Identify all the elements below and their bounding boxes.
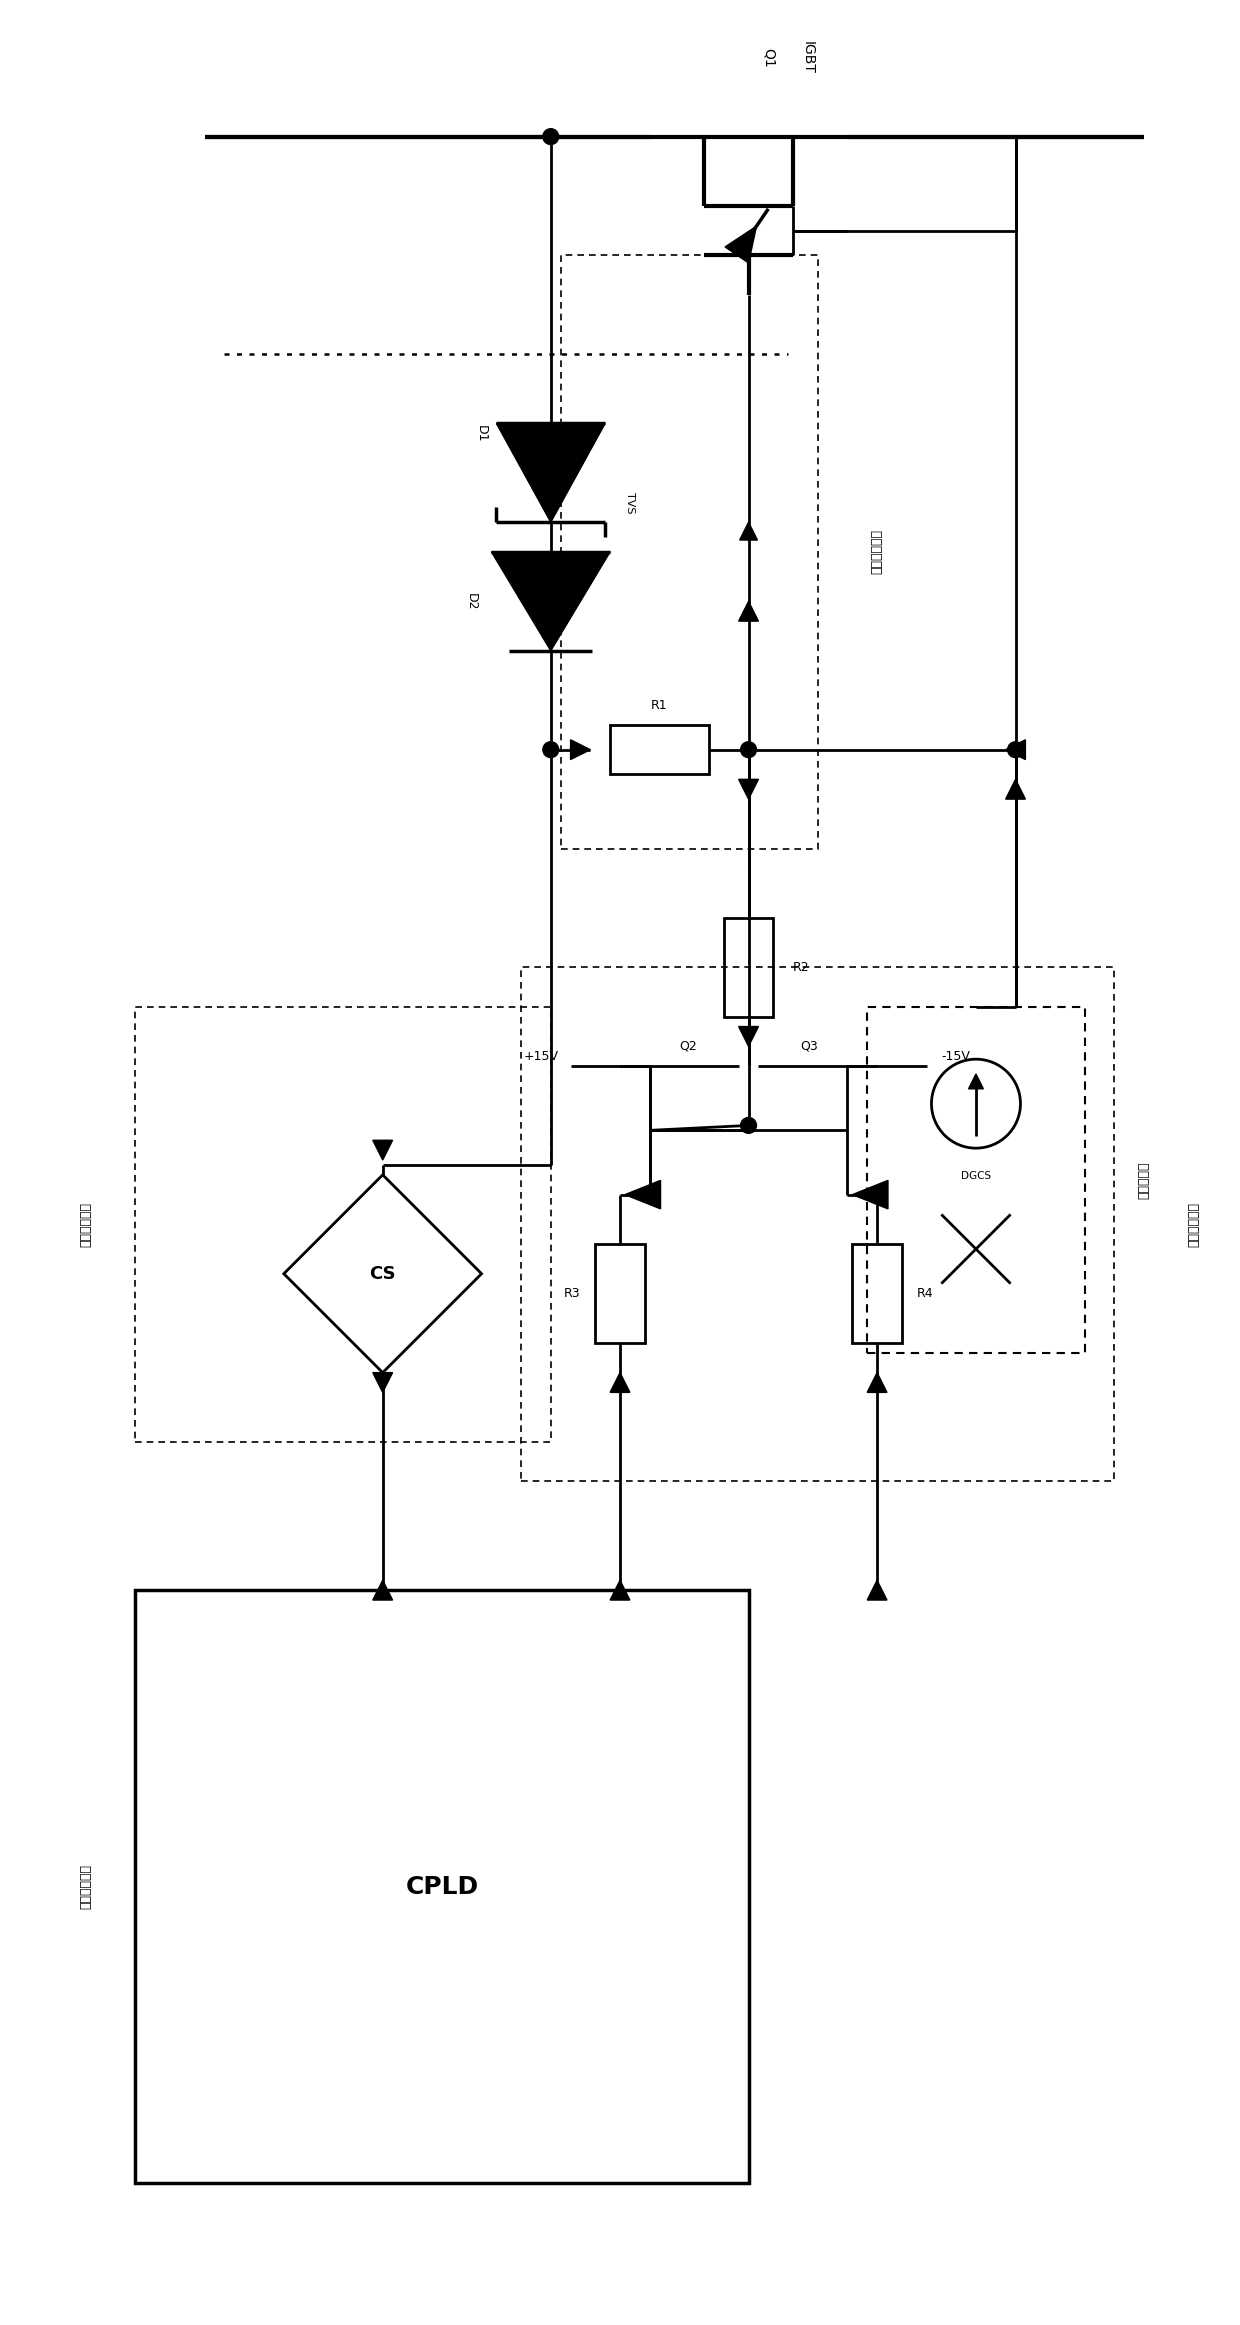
Polygon shape [739,779,759,800]
Text: D1: D1 [475,425,489,442]
Polygon shape [867,1581,887,1600]
Circle shape [543,742,559,758]
Polygon shape [739,1028,759,1046]
Polygon shape [968,1074,983,1088]
Bar [724,918,774,1016]
Polygon shape [284,1174,481,1372]
Text: +15V: +15V [523,1049,558,1063]
Text: CPLD: CPLD [405,1874,479,1900]
Text: R2: R2 [794,960,810,974]
Text: Q3: Q3 [800,1039,817,1053]
Text: IGBT: IGBT [801,42,815,74]
Polygon shape [373,1139,393,1160]
Polygon shape [496,423,605,523]
Bar [852,1244,901,1344]
Circle shape [740,742,756,758]
Text: 数控电流源: 数控电流源 [1137,1160,1151,1200]
Polygon shape [867,1372,887,1393]
Text: 过压检测电路: 过压检测电路 [870,530,884,574]
Circle shape [1008,742,1023,758]
Circle shape [740,1118,756,1132]
Polygon shape [610,1581,630,1600]
Bar [560,256,817,849]
Circle shape [543,128,559,144]
Text: 数字控制单元: 数字控制单元 [79,1865,93,1909]
Bar [595,1244,645,1344]
Polygon shape [610,1372,630,1393]
Bar [610,725,709,774]
Text: R1: R1 [651,700,668,711]
Polygon shape [373,1581,393,1600]
Text: R4: R4 [916,1288,934,1300]
Text: 推负驱动电路: 推负驱动电路 [1187,1202,1200,1246]
Polygon shape [570,739,590,760]
Text: DGCS: DGCS [961,1172,991,1181]
Polygon shape [1006,739,1025,760]
Polygon shape [373,1372,393,1393]
Text: -15V: -15V [941,1049,971,1063]
Text: Q2: Q2 [680,1039,697,1053]
Text: TVS: TVS [625,491,635,514]
Polygon shape [852,1181,888,1209]
Text: 电流检测电路: 电流检测电路 [79,1202,93,1246]
Bar [135,1590,749,2183]
Text: R3: R3 [564,1288,580,1300]
Bar [521,967,1115,1481]
Polygon shape [491,551,610,651]
Polygon shape [1006,779,1025,800]
Polygon shape [725,226,756,263]
Bar [135,1007,551,1442]
Text: CS: CS [370,1265,396,1283]
Polygon shape [739,602,759,621]
Polygon shape [625,1181,661,1209]
Text: Q1: Q1 [761,46,775,67]
Polygon shape [739,523,758,539]
Text: D2: D2 [465,593,479,609]
Bar [867,1007,1085,1353]
